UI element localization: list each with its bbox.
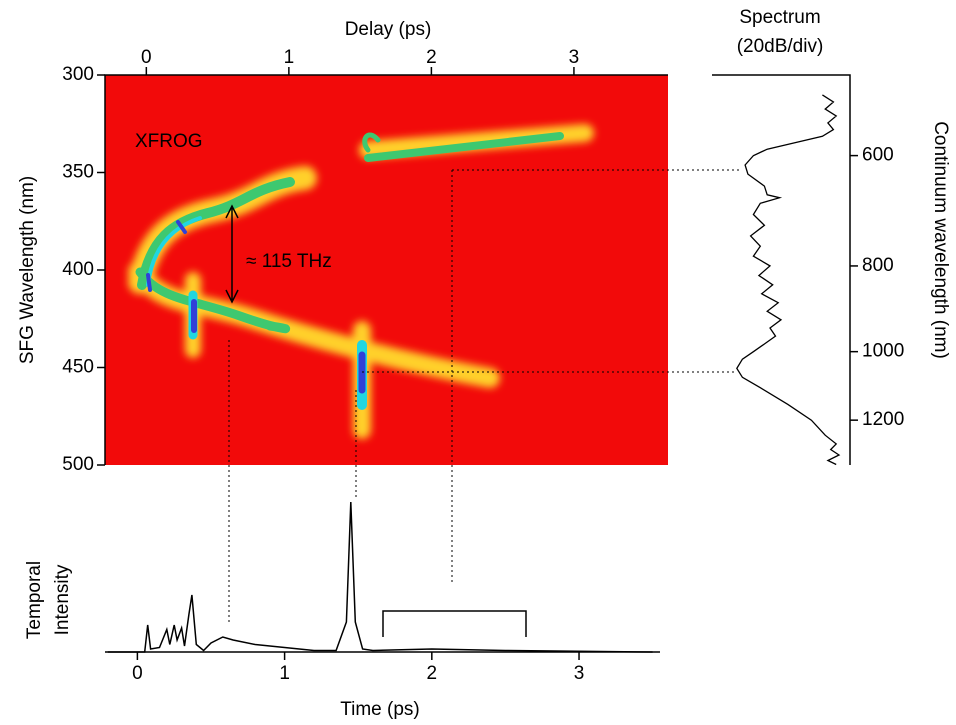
annotation: XFROG bbox=[135, 131, 203, 152]
x-tick-label: 1 bbox=[279, 663, 290, 684]
title: Spectrum bbox=[739, 7, 820, 28]
annotation: ≈ 115 THz bbox=[246, 251, 332, 272]
guide-lines bbox=[228, 169, 740, 622]
spectrum-line bbox=[736, 94, 841, 466]
bracket bbox=[382, 610, 527, 637]
x-tick-label: 3 bbox=[574, 663, 585, 684]
x-axis-label: Time (ps) bbox=[340, 699, 420, 720]
x-tick-label: 0 bbox=[141, 47, 152, 68]
y-axis-label: Continuum wavelength (nm) bbox=[930, 121, 951, 359]
spectrogram-traces bbox=[128, 124, 594, 439]
y-axis-label: Temporal bbox=[24, 561, 45, 639]
y-tick-label: 300 bbox=[62, 64, 94, 85]
y-tick-label: 1200 bbox=[862, 409, 904, 430]
y-tick-label: 1000 bbox=[862, 341, 904, 362]
x-tick-label: 2 bbox=[426, 47, 437, 68]
title: (20dB/div) bbox=[737, 36, 824, 57]
arrow bbox=[225, 204, 239, 304]
y-tick-label: 800 bbox=[862, 255, 894, 276]
x-axis-label: Delay (ps) bbox=[345, 19, 432, 40]
y-axis-label: Intensity bbox=[52, 564, 73, 635]
intensity-line bbox=[107, 501, 653, 653]
x-tick-label: 1 bbox=[284, 47, 295, 68]
x-tick-label: 2 bbox=[427, 663, 438, 684]
x-tick-label: 0 bbox=[132, 663, 143, 684]
y-tick-label: 350 bbox=[62, 162, 94, 183]
y-tick-label: 500 bbox=[62, 454, 94, 475]
y-tick-label: 450 bbox=[62, 357, 94, 378]
y-axis-label: SFG Wavelength (nm) bbox=[17, 176, 38, 364]
y-tick-label: 600 bbox=[862, 145, 894, 166]
x-tick-label: 3 bbox=[569, 47, 580, 68]
y-tick-label: 400 bbox=[62, 259, 94, 280]
